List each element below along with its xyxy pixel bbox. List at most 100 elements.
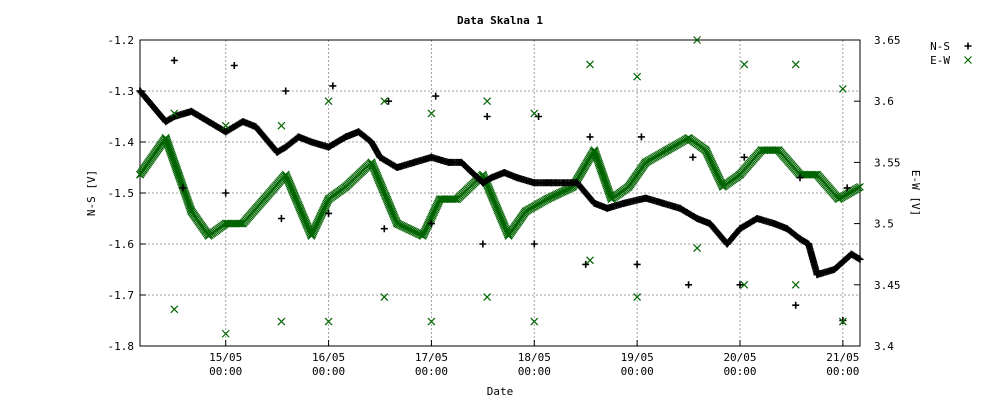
ns-point <box>410 158 418 166</box>
ew-point <box>367 158 376 167</box>
ew-outlier-point <box>693 244 702 253</box>
ns-point <box>295 133 303 141</box>
ns-point <box>753 215 761 222</box>
ns-outlier-point <box>843 184 851 192</box>
series-layer <box>136 36 972 338</box>
ew-point <box>607 195 616 204</box>
ns-point <box>487 174 495 182</box>
ns-outlier-point <box>530 240 538 248</box>
y-tick-label-right: 3.45 <box>874 279 901 292</box>
y-tick-label-left: -1.3 <box>108 85 135 98</box>
x-tick-label-time: 00:00 <box>826 365 859 378</box>
ew-outlier-point <box>380 293 389 301</box>
ew-point <box>504 231 513 240</box>
y-tick-label-right: 3.55 <box>874 156 901 169</box>
y-tick-label-left: -1.6 <box>108 238 135 251</box>
ew-outlier-point <box>277 317 286 326</box>
x-tick-label-time: 00:00 <box>415 365 448 378</box>
ns-point <box>796 235 804 243</box>
chart-title: Data Skalna 1 <box>457 14 543 27</box>
y-tick-label-left: -1.4 <box>108 136 135 149</box>
ns-outlier-point <box>685 281 693 289</box>
legend-label-ew: E-W <box>930 54 950 67</box>
x-tick-label-date: 17/05 <box>415 351 448 364</box>
y-tick-label-left: -1.7 <box>108 289 135 302</box>
ew-point <box>136 170 144 179</box>
y-tick-label-right: 3.4 <box>874 340 894 353</box>
x-tick-label-time: 00:00 <box>518 365 551 378</box>
ns-point <box>205 118 213 126</box>
ew-point <box>281 170 290 179</box>
ns-outlier-point <box>277 215 285 222</box>
ew-point <box>684 133 693 142</box>
ew-outlier-point <box>324 317 333 326</box>
ew-point <box>590 146 599 155</box>
ew-outlier-point <box>221 329 230 338</box>
ew-outlier-point <box>530 317 539 326</box>
ns-point <box>693 215 701 222</box>
ew-outlier-point <box>740 60 749 69</box>
ew-outlier-point <box>380 97 389 106</box>
ew-outlier-point <box>324 97 333 106</box>
ew-point <box>718 182 727 191</box>
ew-outlier-point <box>483 97 492 106</box>
ew-point <box>341 182 350 191</box>
ns-point <box>723 240 731 248</box>
ns-point <box>547 179 555 187</box>
ew-point <box>624 182 633 191</box>
ew-outlier-point <box>740 280 749 289</box>
ns-point <box>307 138 315 146</box>
ns-point <box>513 174 521 182</box>
x-tick-label-time: 00:00 <box>209 365 242 378</box>
ns-outlier-point <box>329 82 337 90</box>
ns-point <box>162 118 170 126</box>
ns-point <box>856 255 864 263</box>
ew-outlier-point <box>427 317 436 326</box>
ns-point <box>805 240 813 248</box>
ns-outlier-point <box>230 62 238 69</box>
ew-point <box>187 207 196 216</box>
ns-point <box>659 199 667 207</box>
ew-point <box>453 195 462 204</box>
ns-outlier-point <box>535 113 543 120</box>
ns-point <box>500 169 508 177</box>
x-tick-label-date: 19/05 <box>621 351 654 364</box>
x-axis-label: Date <box>487 385 514 398</box>
ew-point <box>641 158 650 167</box>
ns-point <box>783 225 791 233</box>
ew-outlier-point <box>586 256 594 265</box>
y-axis-label-right: E-W [V] <box>909 170 922 216</box>
ns-outlier-point <box>432 92 440 100</box>
ns-point <box>479 179 487 187</box>
ew-point <box>204 231 213 240</box>
y-tick-label-left: -1.5 <box>108 187 135 200</box>
ns-outlier-point <box>380 225 388 233</box>
x-tick-label-date: 18/05 <box>518 351 551 364</box>
ns-point <box>136 87 144 95</box>
ew-point <box>307 231 316 240</box>
y-tick-label-left: -1.2 <box>108 34 135 47</box>
x-tick-label-time: 00:00 <box>723 365 756 378</box>
ns-outlier-point <box>385 97 393 105</box>
x-tick-label-time: 00:00 <box>621 365 654 378</box>
ew-outlier-point <box>633 72 642 81</box>
ns-point <box>813 271 821 279</box>
ns-point <box>770 220 778 228</box>
ew-outlier-point <box>586 60 594 69</box>
ns-outlier-point <box>689 153 697 161</box>
ew-point <box>701 146 710 155</box>
ns-outlier-point <box>740 153 748 161</box>
ns-point <box>239 118 247 126</box>
ew-point <box>418 231 427 240</box>
ew-point <box>324 195 333 204</box>
ns-outlier-point <box>637 133 645 141</box>
ns-point <box>187 107 195 115</box>
x-tick-label-date: 15/05 <box>209 351 242 364</box>
ew-point <box>436 195 444 204</box>
legend-marker-ns <box>964 42 972 50</box>
y-tick-label-right: 3.65 <box>874 34 901 47</box>
ew-point <box>813 170 822 179</box>
ew-point <box>736 170 744 179</box>
ew-point <box>774 146 783 155</box>
